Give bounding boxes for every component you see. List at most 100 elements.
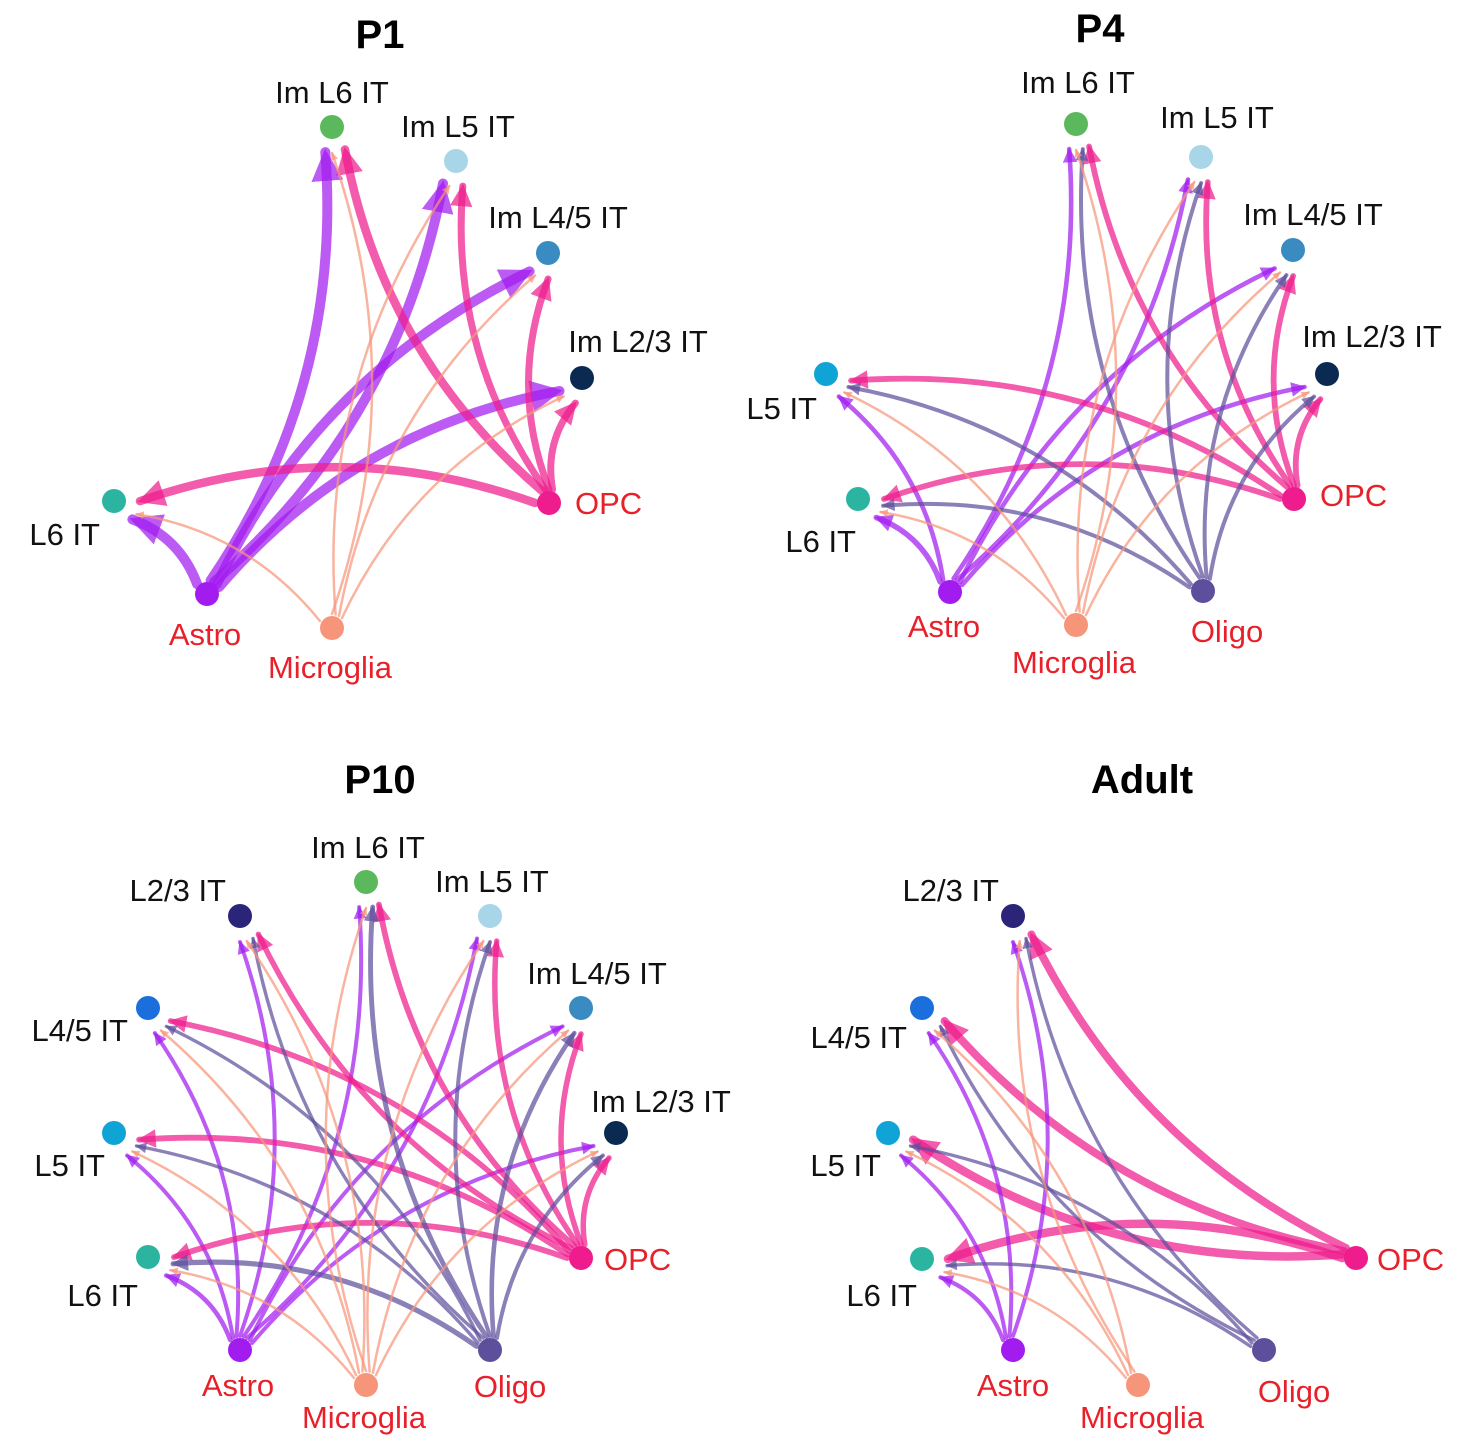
node-microglia [1126, 1373, 1150, 1397]
edge-oligo-to-l4-5-it [938, 1024, 1256, 1342]
node-label-l2-3-it: L2/3 IT [130, 873, 227, 908]
node-label-im-l2-3-it: Im L2/3 IT [1302, 319, 1442, 354]
node-oligo [478, 1338, 502, 1362]
node-im-l4-5-it [569, 996, 593, 1020]
edge-opc-to-l6-it [171, 1220, 570, 1261]
node-label-microglia: Microglia [268, 650, 393, 685]
node-label-im-l6-it: Im L6 IT [275, 75, 389, 110]
node-label-oligo: Oligo [1258, 1374, 1330, 1409]
node-im-l2-3-it [1315, 362, 1339, 386]
edge-astro-to-im-l5-it [245, 936, 482, 1340]
node-l5-it [102, 1121, 126, 1145]
edge-astro-to-l5-it [899, 1153, 1008, 1340]
node-l4-5-it [910, 996, 934, 1020]
edge-oligo-to-l5-it [134, 1142, 480, 1345]
node-label-im-l4-5-it: Im L4/5 IT [488, 200, 628, 235]
node-microglia [354, 1373, 378, 1397]
node-l6-it [910, 1247, 934, 1271]
edge-astro-to-im-l6-it [951, 146, 1078, 581]
node-opc [537, 491, 561, 515]
edge-microglia-to-im-l5-it [332, 184, 451, 616]
node-label-microglia: Microglia [302, 1400, 427, 1435]
nodes: Im L6 IT Im L5 IT Im L4/5 IT Im L2/3 IT OPC O… [746, 65, 1441, 680]
node-microglia [1064, 613, 1088, 637]
node-label-astro: Astro [908, 609, 980, 644]
edge-microglia-to-im-l4-5-it [337, 274, 537, 618]
edge-opc-to-im-l4-5-it [1270, 273, 1297, 488]
edge-astro-to-l6-it [938, 1275, 1006, 1343]
node-label-im-l5-it: Im L5 IT [435, 864, 549, 899]
edge-oligo-to-l2-3-it [1022, 936, 1259, 1340]
node-opc [1344, 1246, 1368, 1270]
edge-oligo-to-im-l5-it [1165, 181, 1205, 579]
edge-oligo-to-l6-it [945, 1259, 1253, 1349]
node-im-l5-it [444, 149, 468, 173]
edge-microglia-to-l5-it [905, 1150, 1130, 1377]
edge-microglia-to-l2-3-it [1015, 939, 1136, 1373]
node-label-l6-it: L6 IT [846, 1278, 917, 1313]
node-label-opc: OPC [1377, 1242, 1444, 1277]
node-label-l6-it: L6 IT [29, 517, 100, 552]
edge-opc-to-l6-it [881, 461, 1283, 503]
edge-astro-to-l4-5-it [926, 1031, 1014, 1339]
node-l5-it [814, 362, 838, 386]
node-im-l6-it [320, 115, 344, 139]
node-label-im-l5-it: Im L5 IT [401, 109, 515, 144]
edges [899, 930, 1351, 1380]
edge-microglia-to-l6-it [879, 509, 1066, 620]
edge-astro-to-im-l2-3-it [959, 382, 1307, 588]
nodes: Im L6 IT Im L5 IT Im L4/5 IT Im L2/3 IT OPC O… [32, 830, 731, 1435]
node-label-astro: Astro [977, 1368, 1049, 1403]
edge-microglia-to-l6-it [169, 1267, 356, 1380]
panel-p1: P1 Im L6 IT Im L5 IT Im L4/5 IT Im L2/3 IT OP… [29, 13, 707, 685]
node-label-l6-it: L6 IT [785, 524, 856, 559]
edge-opc-to-im-l5-it [1197, 179, 1294, 489]
edge-opc-to-l6-it [135, 462, 540, 508]
edge-oligo-to-l2-3-it [249, 936, 485, 1340]
edge-microglia-to-l5-it [843, 391, 1068, 617]
edge-microglia-to-l4-5-it [933, 1029, 1133, 1375]
node-label-astro: Astro [169, 617, 241, 652]
node-label-microglia: Microglia [1080, 1400, 1205, 1435]
edge-astro-to-l6-it [127, 514, 203, 590]
node-label-opc: OPC [604, 1242, 671, 1277]
node-label-l2-3-it: L2/3 IT [903, 873, 1000, 908]
panel-p4: P4 Im L6 IT Im L5 IT Im L4/5 IT Im L2/3 IT OP… [746, 7, 1441, 680]
panel-p10: P10 Im L6 IT Im L5 IT Im L4/5 IT Im L2/3 IT O… [32, 758, 731, 1435]
edge-astro-to-l5-it [125, 1153, 235, 1340]
edge-oligo-to-l5-it [908, 1142, 1254, 1345]
node-label-l5-it: L5 IT [810, 1148, 881, 1183]
edge-microglia-to-l6-it [135, 511, 322, 623]
node-label-im-l2-3-it: Im L2/3 IT [568, 324, 708, 359]
node-label-oligo: Oligo [474, 1369, 546, 1404]
edge-microglia-to-l2-3-it [245, 939, 366, 1373]
edge-microglia-to-im-l6-it [330, 151, 374, 616]
node-l6-it [102, 489, 126, 513]
node-astro [1001, 1338, 1025, 1362]
node-astro [938, 580, 962, 604]
edges [127, 145, 579, 623]
node-label-oligo: Oligo [1191, 614, 1263, 649]
edge-opc-to-im-l6-it [336, 145, 547, 496]
edge-oligo-to-l5-it [846, 382, 1193, 586]
node-l6-it [136, 1245, 160, 1269]
edge-oligo-to-im-l4-5-it [489, 1030, 577, 1339]
node-im-l5-it [478, 904, 502, 928]
edge-opc-to-l2-3-it [1027, 930, 1351, 1253]
nodes: Im L6 IT Im L5 IT Im L4/5 IT Im L2/3 IT OPC M… [29, 75, 707, 685]
edge-opc-to-im-l4-5-it [525, 275, 553, 493]
edge-oligo-to-im-l2-3-it [495, 1153, 605, 1340]
edge-astro-to-im-l5-it [954, 177, 1193, 583]
node-microglia [320, 616, 344, 640]
panel-title: P10 [344, 758, 415, 802]
edge-opc-to-im-l2-3-it [547, 399, 579, 493]
edges [836, 143, 1324, 620]
edge-oligo-to-im-l2-3-it [1207, 394, 1317, 581]
node-label-im-l6-it: Im L6 IT [1021, 65, 1135, 100]
edge-microglia-to-im-l6-it [1074, 148, 1118, 613]
node-label-l6-it: L6 IT [67, 1278, 138, 1313]
node-im-l6-it [354, 870, 378, 894]
node-im-l4-5-it [536, 241, 560, 265]
edge-microglia-to-im-l2-3-it [374, 1150, 599, 1377]
